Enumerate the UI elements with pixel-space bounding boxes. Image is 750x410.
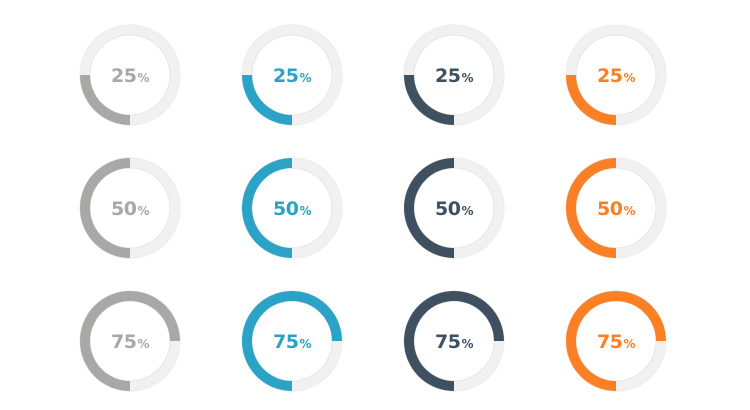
dial-percent-label: 50%: [111, 198, 149, 220]
dial-percent-value: 25: [273, 65, 298, 87]
dial-percent-label: 75%: [435, 331, 473, 353]
dial-progress-arc: [80, 291, 180, 391]
dial-percent-value: 25: [597, 65, 622, 87]
dial-progress-arc: [566, 74, 617, 125]
progress-dial: 25%: [565, 24, 667, 126]
progress-dial: 50%: [403, 157, 505, 259]
progress-dial: 50%: [79, 157, 181, 259]
dial-progress-arc: [80, 74, 131, 125]
dial-percent-unit: %: [623, 71, 635, 85]
dial-percent-value: 50: [597, 198, 623, 220]
progress-dial: 50%: [565, 157, 667, 259]
dial-percent-value: 75: [597, 331, 622, 353]
progress-dial: 50%: [241, 157, 343, 259]
dial-progress-arc: [566, 158, 617, 258]
dial-percent-unit: %: [461, 204, 473, 218]
dial-progress-arc: [404, 158, 455, 258]
dial-progress-arc: [242, 291, 342, 391]
dial-percent-unit: %: [299, 337, 311, 351]
dial-progress-arc: [80, 158, 131, 258]
dial-percent-value: 50: [111, 198, 137, 220]
dial-percent-unit: %: [299, 71, 311, 85]
dial-percent-unit: %: [137, 337, 149, 351]
dial-percent-unit: %: [461, 71, 473, 85]
dial-percent-unit: %: [137, 204, 149, 218]
progress-dial: 75%: [79, 290, 181, 392]
dial-progress-arc: [242, 74, 293, 125]
progress-dial: 75%: [565, 290, 667, 392]
dial-percent-unit: %: [623, 337, 635, 351]
dial-percent-label: 50%: [435, 198, 473, 220]
dial-percent-label: 25%: [597, 65, 635, 87]
dial-percent-label: 75%: [597, 331, 635, 353]
dial-percent-unit: %: [623, 204, 635, 218]
dial-progress-arc: [404, 291, 504, 391]
dial-percent-value: 75: [435, 331, 460, 353]
dial-percent-value: 25: [435, 65, 460, 87]
dial-percent-unit: %: [299, 204, 311, 218]
dial-progress-arc: [242, 158, 293, 258]
progress-dial: 25%: [79, 24, 181, 126]
dial-progress-arc: [404, 74, 455, 125]
progress-dial: 75%: [241, 290, 343, 392]
dial-percent-label: 75%: [111, 331, 149, 353]
dial-percent-label: 25%: [435, 65, 473, 87]
dial-percent-value: 75: [273, 331, 298, 353]
dial-percent-label: 50%: [273, 198, 311, 220]
progress-dial: 25%: [403, 24, 505, 126]
dial-percent-unit: %: [461, 337, 473, 351]
dial-progress-arc: [566, 291, 666, 391]
dial-percent-label: 50%: [597, 198, 635, 220]
progress-dial: 75%: [403, 290, 505, 392]
dial-percent-unit: %: [137, 71, 149, 85]
dial-percent-label: 25%: [273, 65, 311, 87]
dial-percent-value: 50: [273, 198, 299, 220]
progress-dial: 25%: [241, 24, 343, 126]
dial-percent-label: 25%: [111, 65, 149, 87]
dial-percent-value: 50: [435, 198, 461, 220]
dial-percent-value: 75: [111, 331, 136, 353]
dial-percent-value: 25: [111, 65, 136, 87]
dial-percent-label: 75%: [273, 331, 311, 353]
